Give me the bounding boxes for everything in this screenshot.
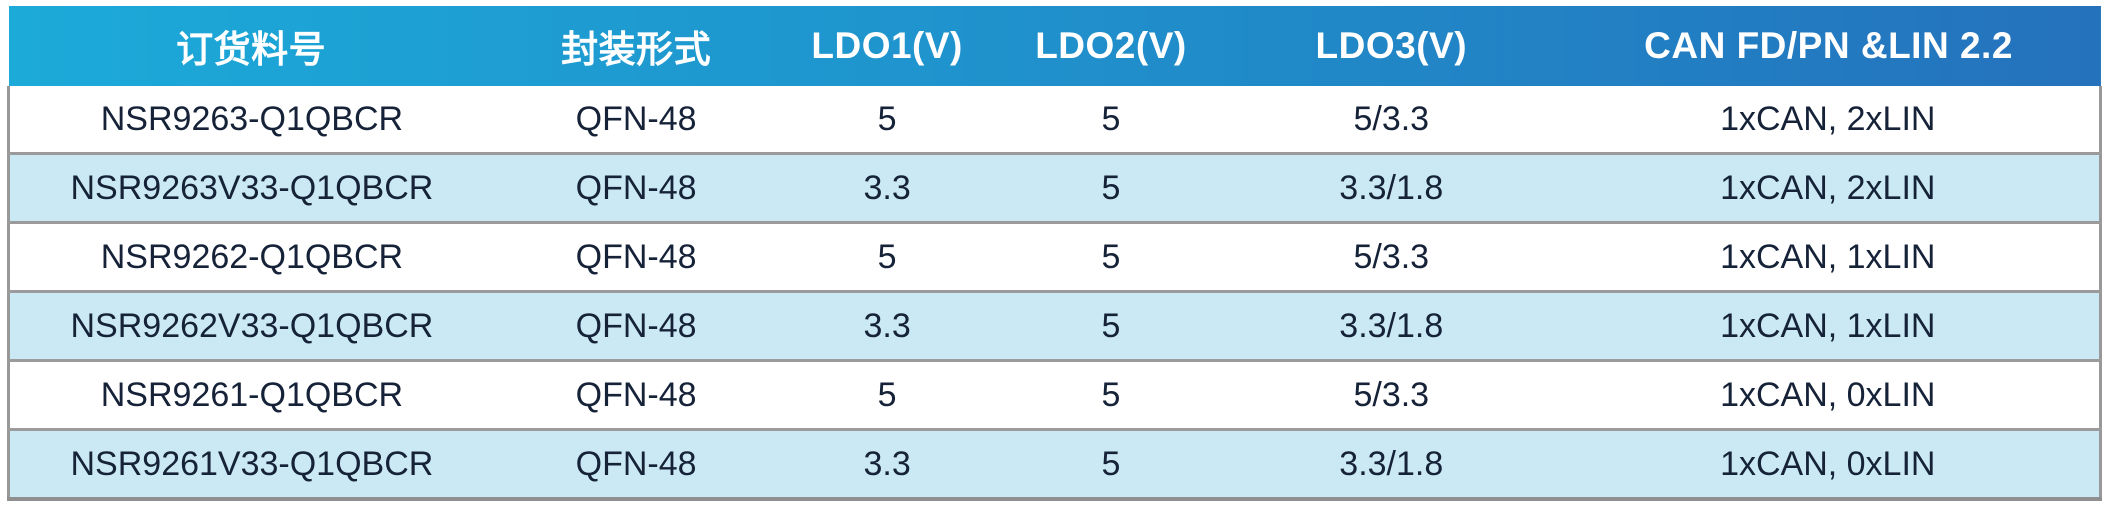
ldo1-cell: 5 xyxy=(778,221,996,292)
ldo3-cell: 5/3.3 xyxy=(1226,359,1557,430)
ldo2-cell: 5 xyxy=(995,221,1227,292)
ldo2-cell: 5 xyxy=(995,152,1227,223)
ldo2-cell: 5 xyxy=(995,290,1227,361)
can-lin-cell: 1xCAN, 0xLIN xyxy=(1556,359,2101,430)
can-lin-cell: 1xCAN, 1xLIN xyxy=(1556,221,2101,292)
header-row: 订货料号 封装形式 LDO1(V) LDO2(V) LDO3(V) CAN FD… xyxy=(8,6,2101,86)
table-row: NSR9262V33-Q1QBCR QFN-48 3.3 5 3.3/1.8 1… xyxy=(8,290,2101,361)
col-header-ldo3: LDO3(V) xyxy=(1315,25,1468,66)
ldo1-cell: 5 xyxy=(778,359,996,430)
package-cell: QFN-48 xyxy=(493,86,779,154)
ldo3-cell: 3.3/1.8 xyxy=(1226,290,1557,361)
col-header-ldo1: LDO1(V) xyxy=(811,25,963,66)
can-lin-cell: 1xCAN, 1xLIN xyxy=(1556,290,2101,361)
package-cell: QFN-48 xyxy=(493,290,779,361)
table-row: NSR9262-Q1QBCR QFN-48 5 5 5/3.3 1xCAN, 1… xyxy=(8,221,2101,292)
col-header-part-number: 订货料号 xyxy=(176,29,327,70)
ldo3-cell: 3.3/1.8 xyxy=(1226,428,1557,499)
part-number-cell: NSR9263V33-Q1QBCR xyxy=(8,152,494,223)
part-number-cell: NSR9262V33-Q1QBCR xyxy=(8,290,494,361)
ldo1-cell: 3.3 xyxy=(778,152,996,223)
table-row: NSR9263V33-Q1QBCR QFN-48 3.3 5 3.3/1.8 1… xyxy=(8,152,2101,223)
ldo1-cell: 3.3 xyxy=(778,290,996,361)
package-cell: QFN-48 xyxy=(493,152,779,223)
table-row: NSR9261-Q1QBCR QFN-48 5 5 5/3.3 1xCAN, 0… xyxy=(8,359,2101,430)
ldo2-cell: 5 xyxy=(995,428,1227,499)
ldo2-cell: 5 xyxy=(995,86,1227,154)
package-cell: QFN-48 xyxy=(493,428,779,499)
col-header-can-lin: CAN FD/PN &LIN 2.2 xyxy=(1644,25,2013,66)
col-header-package: 封装形式 xyxy=(561,29,712,70)
can-lin-cell: 1xCAN, 0xLIN xyxy=(1556,428,2101,499)
package-cell: QFN-48 xyxy=(493,359,779,430)
part-number-cell: NSR9262-Q1QBCR xyxy=(8,221,494,292)
part-number-cell: NSR9261-Q1QBCR xyxy=(8,359,494,430)
ldo3-cell: 5/3.3 xyxy=(1226,86,1557,154)
table-row: NSR9263-Q1QBCR QFN-48 5 5 5/3.3 1xCAN, 2… xyxy=(8,86,2101,154)
col-header-ldo2: LDO2(V) xyxy=(1035,25,1187,66)
can-lin-cell: 1xCAN, 2xLIN xyxy=(1556,152,2101,223)
ldo1-cell: 3.3 xyxy=(778,428,996,499)
can-lin-cell: 1xCAN, 2xLIN xyxy=(1556,86,2101,154)
ldo3-cell: 3.3/1.8 xyxy=(1226,152,1557,223)
part-number-cell: NSR9263-Q1QBCR xyxy=(8,86,494,154)
ldo2-cell: 5 xyxy=(995,359,1227,430)
table-row: NSR9261V33-Q1QBCR QFN-48 3.3 5 3.3/1.8 1… xyxy=(8,428,2101,499)
ordering-information-table: 订货料号 封装形式 LDO1(V) LDO2(V) LDO3(V) CAN FD… xyxy=(7,6,2102,501)
ldo1-cell: 5 xyxy=(778,86,996,154)
ldo3-cell: 5/3.3 xyxy=(1226,221,1557,292)
package-cell: QFN-48 xyxy=(493,221,779,292)
part-number-cell: NSR9261V33-Q1QBCR xyxy=(8,428,494,499)
